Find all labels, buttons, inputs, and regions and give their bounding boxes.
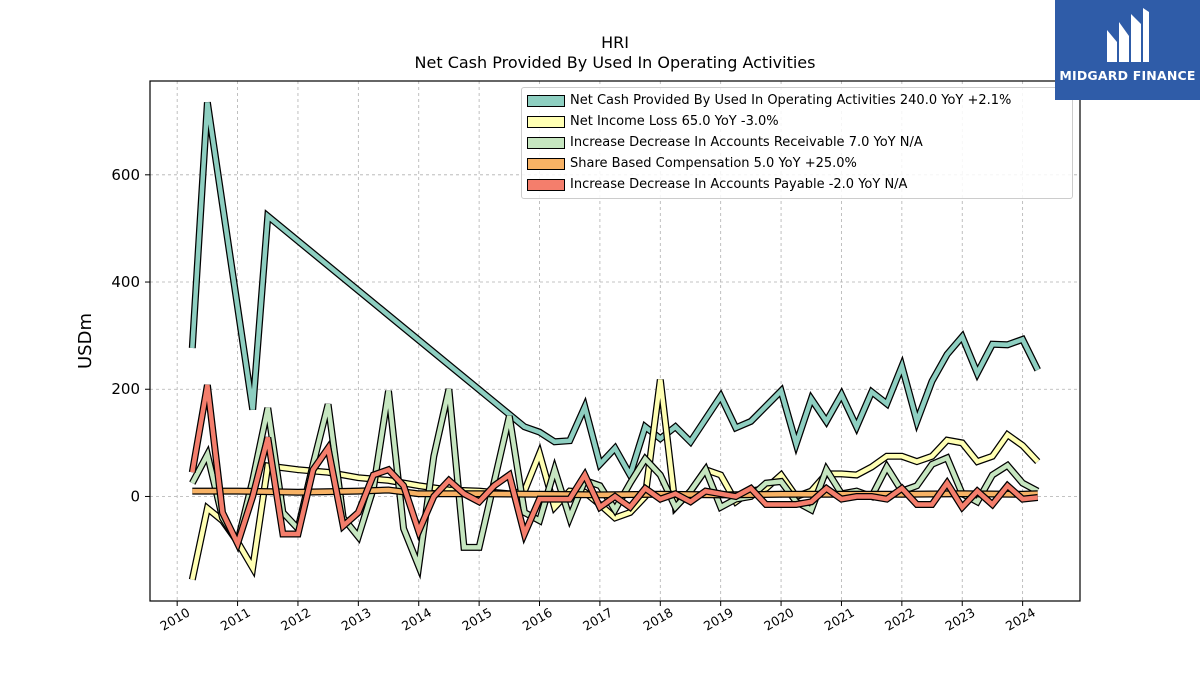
legend-label: Increase Decrease In Accounts Receivable… bbox=[570, 135, 923, 150]
legend-swatch bbox=[527, 179, 565, 191]
y-tick-label: 200 bbox=[111, 380, 140, 398]
series-payable bbox=[188, 384, 1039, 553]
midgard-logo: MIDGARD FINANCE bbox=[1055, 0, 1200, 100]
legend-item-net-income: Net Income Loss 65.0 YoY -3.0% bbox=[522, 113, 1072, 131]
x-tick-label: 2023 bbox=[942, 605, 977, 634]
chart-title: HRI bbox=[601, 33, 629, 52]
series-line bbox=[190, 384, 1038, 550]
logo-text: MIDGARD FINANCE bbox=[1059, 68, 1196, 83]
x-tick-label: 2017 bbox=[580, 605, 615, 634]
plot-frame bbox=[149, 80, 1081, 602]
legend-item-share-comp: Share Based Compensation 5.0 YoY +25.0% bbox=[522, 155, 1072, 173]
legend-swatch bbox=[527, 116, 565, 128]
series-line bbox=[190, 388, 1039, 575]
x-tick-label: 2018 bbox=[641, 605, 676, 634]
y-tick-label: 600 bbox=[111, 166, 140, 184]
y-tick-label: 400 bbox=[111, 273, 140, 291]
x-tick-label: 2024 bbox=[1003, 605, 1038, 634]
x-tick-label: 2020 bbox=[761, 605, 796, 634]
x-tick-label: 2021 bbox=[822, 605, 857, 634]
legend-label: Increase Decrease In Accounts Payable -2… bbox=[570, 177, 908, 192]
series-operating-cash bbox=[188, 101, 1041, 484]
x-tick-label: 2022 bbox=[882, 605, 917, 634]
x-tick-label: 2011 bbox=[218, 605, 253, 634]
x-tick-label: 2012 bbox=[278, 605, 313, 634]
legend-swatch bbox=[527, 137, 565, 149]
chart-legend: Net Cash Provided By Used In Operating A… bbox=[521, 87, 1073, 199]
x-tick-label: 2019 bbox=[701, 605, 736, 634]
legend-label: Net Income Loss 65.0 YoY -3.0% bbox=[570, 114, 779, 129]
y-tick-label: 0 bbox=[130, 487, 140, 505]
series-line bbox=[190, 102, 1040, 481]
series-lines bbox=[188, 101, 1041, 581]
legend-item-operating-cash: Net Cash Provided By Used In Operating A… bbox=[522, 92, 1072, 110]
x-tick-label: 2016 bbox=[520, 605, 555, 634]
chart-subtitle: Net Cash Provided By Used In Operating A… bbox=[414, 53, 816, 72]
legend-swatch bbox=[527, 95, 565, 107]
series-outline bbox=[189, 388, 1040, 580]
x-tick-label: 2013 bbox=[339, 605, 374, 634]
x-tick-label: 2014 bbox=[399, 605, 434, 634]
legend-swatch bbox=[527, 158, 565, 170]
legend-label: Share Based Compensation 5.0 YoY +25.0% bbox=[570, 156, 857, 171]
legend-label: Net Cash Provided By Used In Operating A… bbox=[570, 93, 1012, 108]
y-axis-label: USDm bbox=[75, 313, 96, 369]
x-tick-label: 2015 bbox=[459, 605, 494, 634]
midgard-logo-icon bbox=[1107, 8, 1149, 62]
legend-item-payable: Increase Decrease In Accounts Payable -2… bbox=[522, 176, 1072, 194]
series-receivable bbox=[189, 388, 1040, 580]
x-tick-label: 2010 bbox=[157, 605, 192, 634]
legend-item-receivable: Increase Decrease In Accounts Receivable… bbox=[522, 134, 1072, 152]
